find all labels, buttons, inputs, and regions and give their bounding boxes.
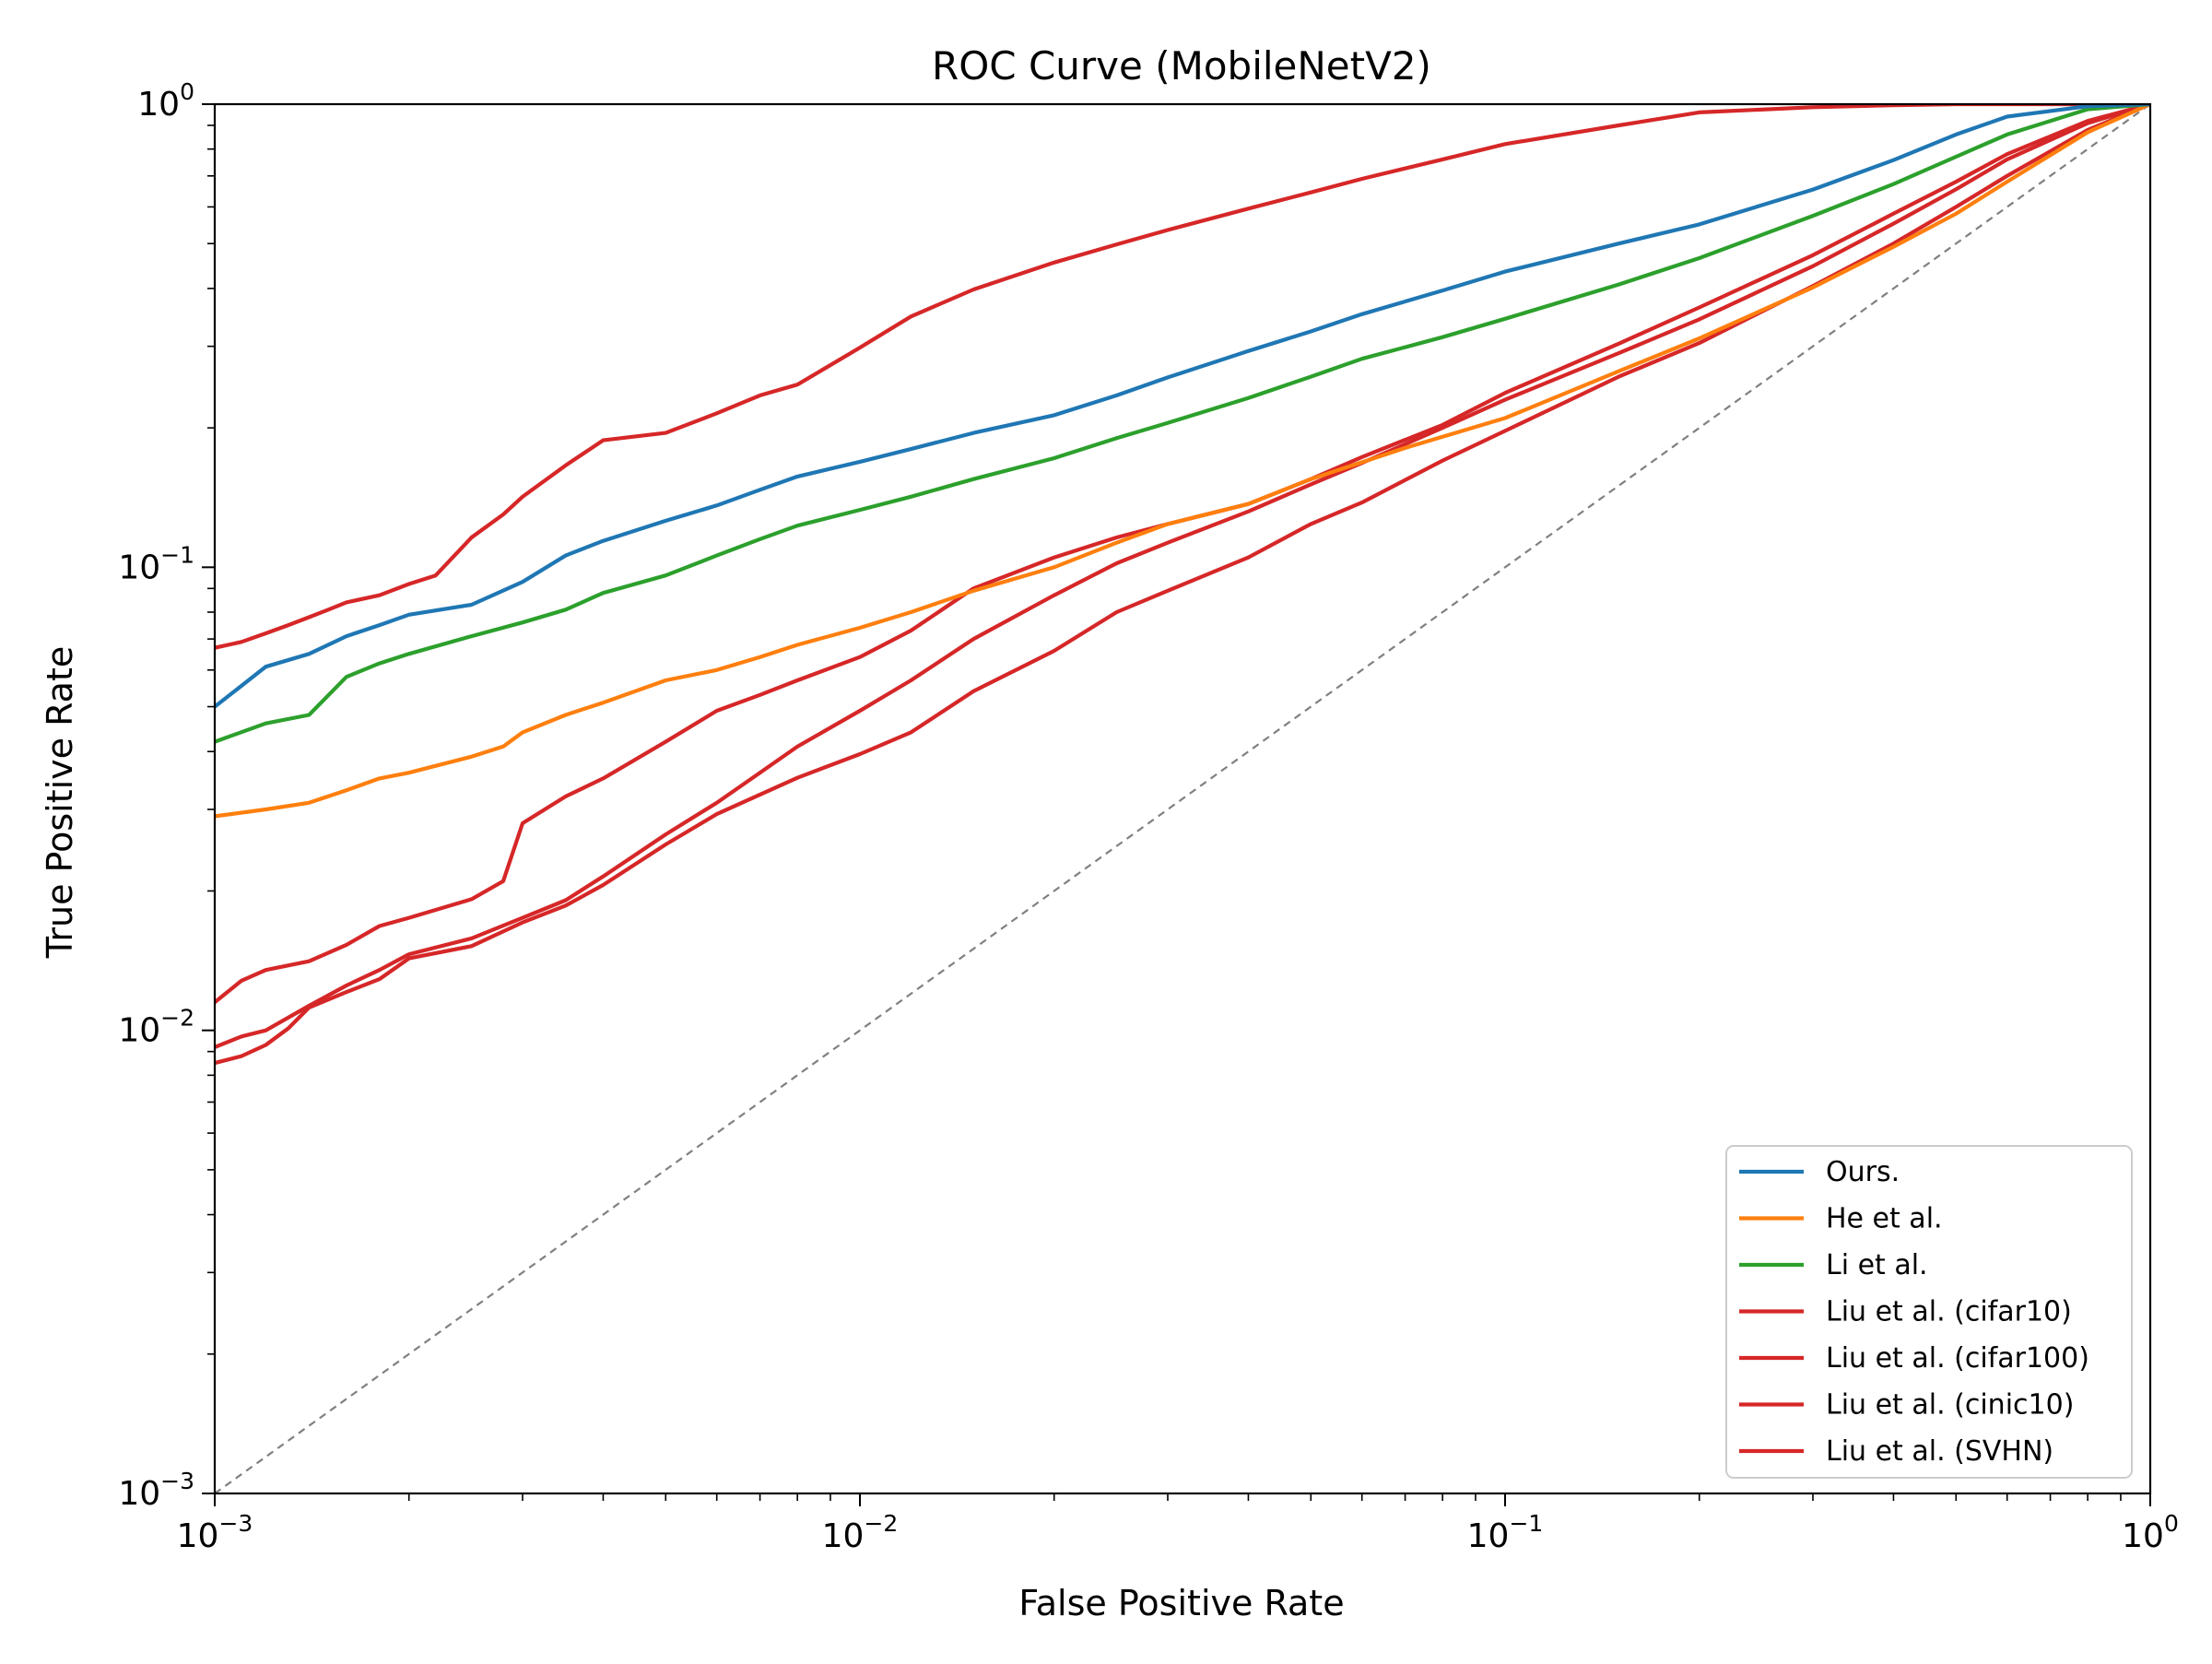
legend-label: Liu et al. (SVHN) [1826, 1435, 2053, 1468]
y-tick-label: 100 [137, 78, 194, 124]
x-tick-label: 100 [2122, 1510, 2179, 1555]
x-tick-exponent: −2 [864, 1510, 898, 1537]
y-tick-base: 10 [137, 86, 180, 124]
x-axis-label: False Positive Rate [1018, 1583, 1344, 1623]
y-tick-exponent: −2 [160, 1005, 194, 1032]
y-tick-label: 10−3 [118, 1468, 194, 1513]
series-group [215, 104, 2150, 1493]
legend: Ours. He et al. Li et al. Liu et al. (cifar… [1725, 1145, 2133, 1479]
chance-diagonal-line [215, 104, 2150, 1493]
plot-area [215, 104, 2150, 1493]
legend-label: Liu et al. (cifar100) [1826, 1342, 2089, 1375]
y-tick-label: 10−2 [118, 1005, 194, 1050]
series-line-li-et-al [215, 104, 2150, 744]
series-line-liu-et-al-cifar10 [215, 104, 2150, 650]
y-tick-label: 10−1 [118, 541, 194, 586]
series-line-he-et-al [215, 104, 2150, 819]
legend-label: Liu et al. (cifar10) [1826, 1296, 2072, 1328]
x-tick-base: 10 [822, 1517, 865, 1555]
x-tick-exponent: −3 [218, 1510, 253, 1537]
x-tick-base: 10 [2122, 1517, 2164, 1555]
x-tick-label: 10−3 [177, 1510, 253, 1555]
plot-frame [213, 102, 2152, 1495]
series-line-liu-et-al-svhn [215, 104, 2150, 1066]
chart-title: ROC Curve (MobileNetV2) [932, 43, 1431, 89]
x-tick-label: 10−1 [1467, 1510, 1544, 1555]
y-tick-base: 10 [118, 1012, 160, 1050]
series-line-liu-et-al-cifar100 [215, 104, 2150, 1005]
x-tick-base: 10 [1467, 1517, 1510, 1555]
y-tick-base: 10 [118, 1475, 160, 1513]
series-line-liu-et-al-cinic10 [215, 104, 2150, 1050]
legend-label: He et al. [1826, 1203, 1943, 1235]
legend-label: Ours. [1826, 1156, 1900, 1188]
x-tick-base: 10 [177, 1517, 219, 1555]
y-tick-base: 10 [118, 549, 160, 586]
y-axis-label: True Positive Rate [40, 646, 80, 960]
legend-box [1725, 1145, 2133, 1479]
legend-label: Li et al. [1826, 1249, 1928, 1281]
x-tick-exponent: 0 [2164, 1510, 2179, 1537]
series-line-ours [215, 104, 2150, 709]
x-tick-exponent: −1 [1509, 1510, 1543, 1537]
legend-label: Liu et al. (cinic10) [1826, 1389, 2074, 1422]
y-tick-exponent: −3 [160, 1468, 194, 1494]
x-tick-label: 10−2 [822, 1510, 899, 1555]
y-tick-exponent: −1 [160, 541, 194, 568]
y-tick-exponent: 0 [180, 78, 194, 105]
